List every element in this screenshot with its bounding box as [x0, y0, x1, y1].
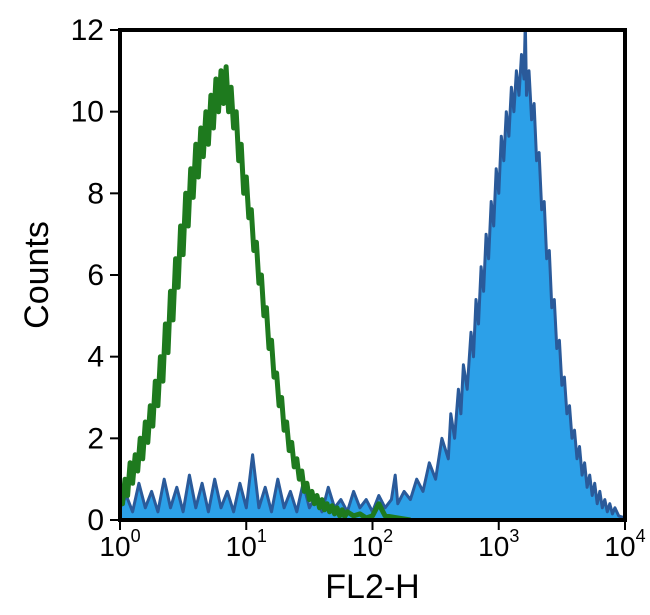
x-axis-label: FL2-H: [325, 568, 419, 606]
y-tick-label: 8: [87, 177, 104, 210]
flow-cytometry-histogram: 024681012100101102103104CountsFL2-H: [0, 0, 650, 615]
y-tick-label: 4: [87, 341, 104, 374]
x-tick-label: 103: [478, 526, 519, 562]
y-tick-label: 10: [71, 96, 104, 129]
x-tick-label: 100: [99, 526, 140, 562]
x-tick-label: 104: [604, 526, 645, 562]
x-tick-label: 101: [226, 526, 267, 562]
y-tick-label: 6: [87, 259, 104, 292]
x-tick-label: 102: [352, 526, 393, 562]
y-axis-label: Counts: [18, 221, 56, 329]
y-tick-label: 12: [71, 14, 104, 47]
y-tick-label: 2: [87, 422, 104, 455]
chart-svg: 024681012100101102103104CountsFL2-H: [0, 0, 650, 615]
